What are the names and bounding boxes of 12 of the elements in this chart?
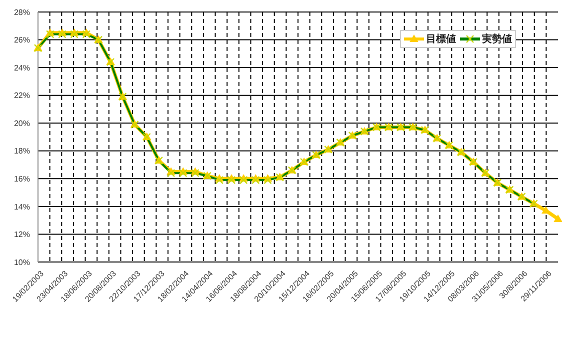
legend-label: 目標値 [426,32,456,46]
y-tick-label: 26% [14,36,30,45]
y-tick-label: 18% [14,146,30,156]
y-tick-label: 14% [14,202,30,212]
y-tick-label: 16% [14,174,30,184]
y-tick-label: 12% [14,230,30,240]
y-tick-label: 22% [14,91,30,100]
y-tick-label: 10% [14,258,30,267]
y-tick-label: 24% [14,63,30,72]
y-tick-label: 28% [14,8,30,17]
legend-label: 実勢値 [482,32,512,46]
y-tick-label: 20% [14,118,30,128]
